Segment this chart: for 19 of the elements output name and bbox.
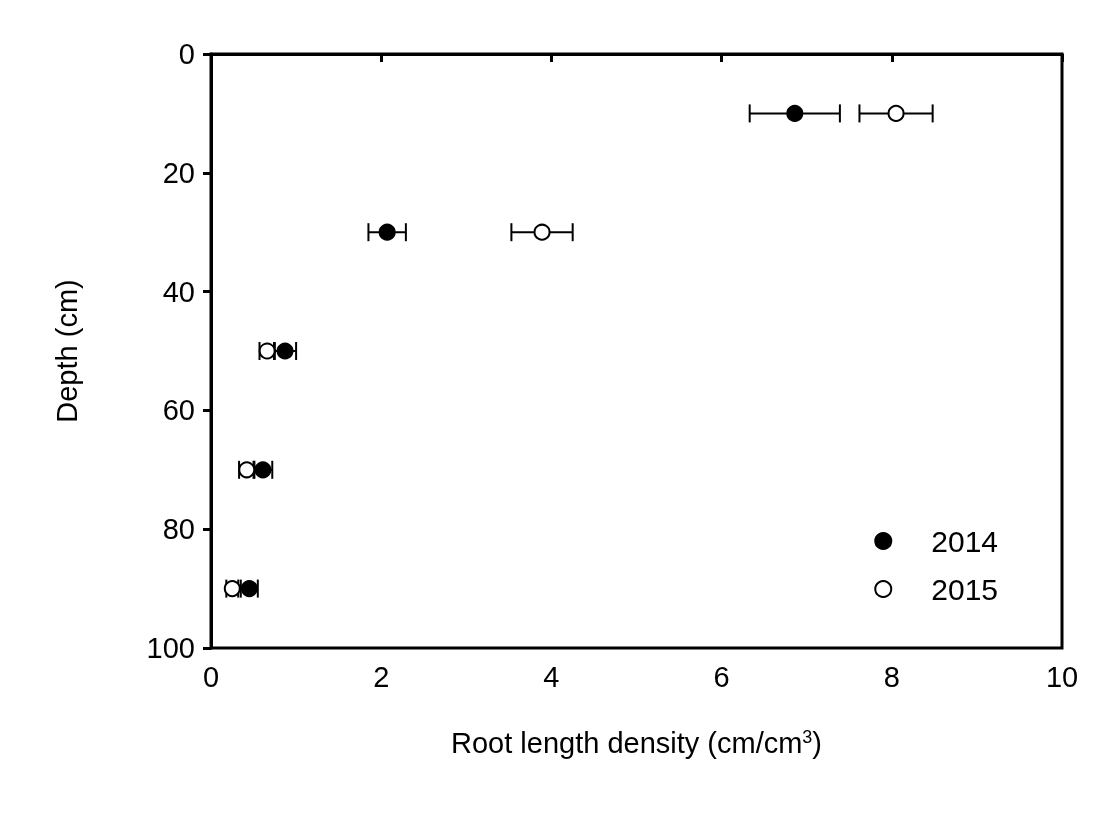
- x-tick-label: 0: [202, 660, 220, 693]
- point: [786, 104, 804, 122]
- x-tick-label: 10: [1045, 660, 1079, 693]
- legend-label: 2014: [931, 524, 999, 558]
- point: [887, 104, 905, 122]
- y-tick-label: 20: [162, 156, 195, 189]
- y-tick-label: 40: [162, 275, 195, 308]
- point: [533, 223, 551, 241]
- legend-label: 2015: [931, 572, 999, 606]
- y-tick-label: 80: [162, 513, 195, 546]
- y-axis-title: Depth (cm): [50, 279, 83, 423]
- y-tick-label: 100: [146, 632, 195, 664]
- x-tick-label: 8: [883, 660, 900, 693]
- y-tick-label: 60: [162, 394, 195, 427]
- x-tick-label: 4: [543, 660, 560, 693]
- point: [378, 223, 396, 241]
- x-tick-label: 6: [713, 660, 730, 693]
- x-tick-label: 2: [373, 660, 390, 693]
- y-tick-label: 0: [178, 38, 195, 70]
